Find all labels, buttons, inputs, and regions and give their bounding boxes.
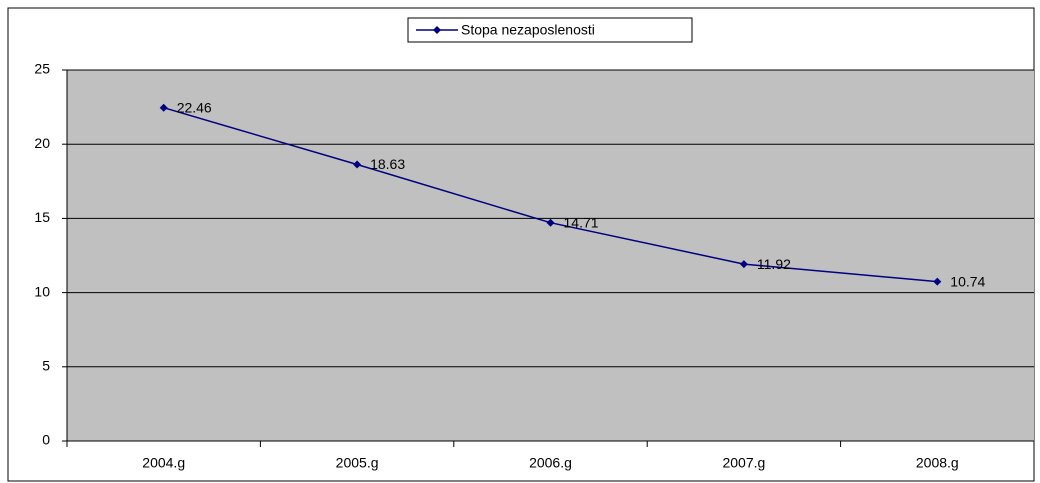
x-tick-label: 2007.g (722, 455, 765, 471)
data-label: 14.71 (564, 214, 599, 230)
x-tick-label: 2004.g (142, 455, 185, 471)
y-tick-label: 20 (34, 135, 50, 151)
y-tick-label: 15 (34, 209, 50, 225)
data-label: 11.92 (757, 256, 791, 272)
plot-area (67, 70, 1034, 441)
data-label: 18.63 (370, 156, 405, 172)
x-tick-label: 2008.g (916, 455, 959, 471)
data-point (353, 160, 362, 169)
data-point (159, 103, 168, 112)
data-label: 22.46 (177, 99, 212, 115)
y-tick-label: 10 (34, 283, 50, 299)
x-tick-label: 2006.g (529, 455, 572, 471)
y-tick-label: 0 (42, 432, 50, 448)
y-tick-label: 5 (42, 358, 50, 374)
legend-label: Stopa nezaposlenosti (461, 22, 595, 38)
data-label: 10.74 (950, 273, 985, 289)
data-point (739, 260, 748, 269)
data-point (933, 277, 942, 286)
legend-marker (433, 26, 441, 34)
y-tick-label: 25 (34, 61, 50, 77)
x-tick-label: 2005.g (336, 455, 379, 471)
data-point (546, 218, 555, 227)
